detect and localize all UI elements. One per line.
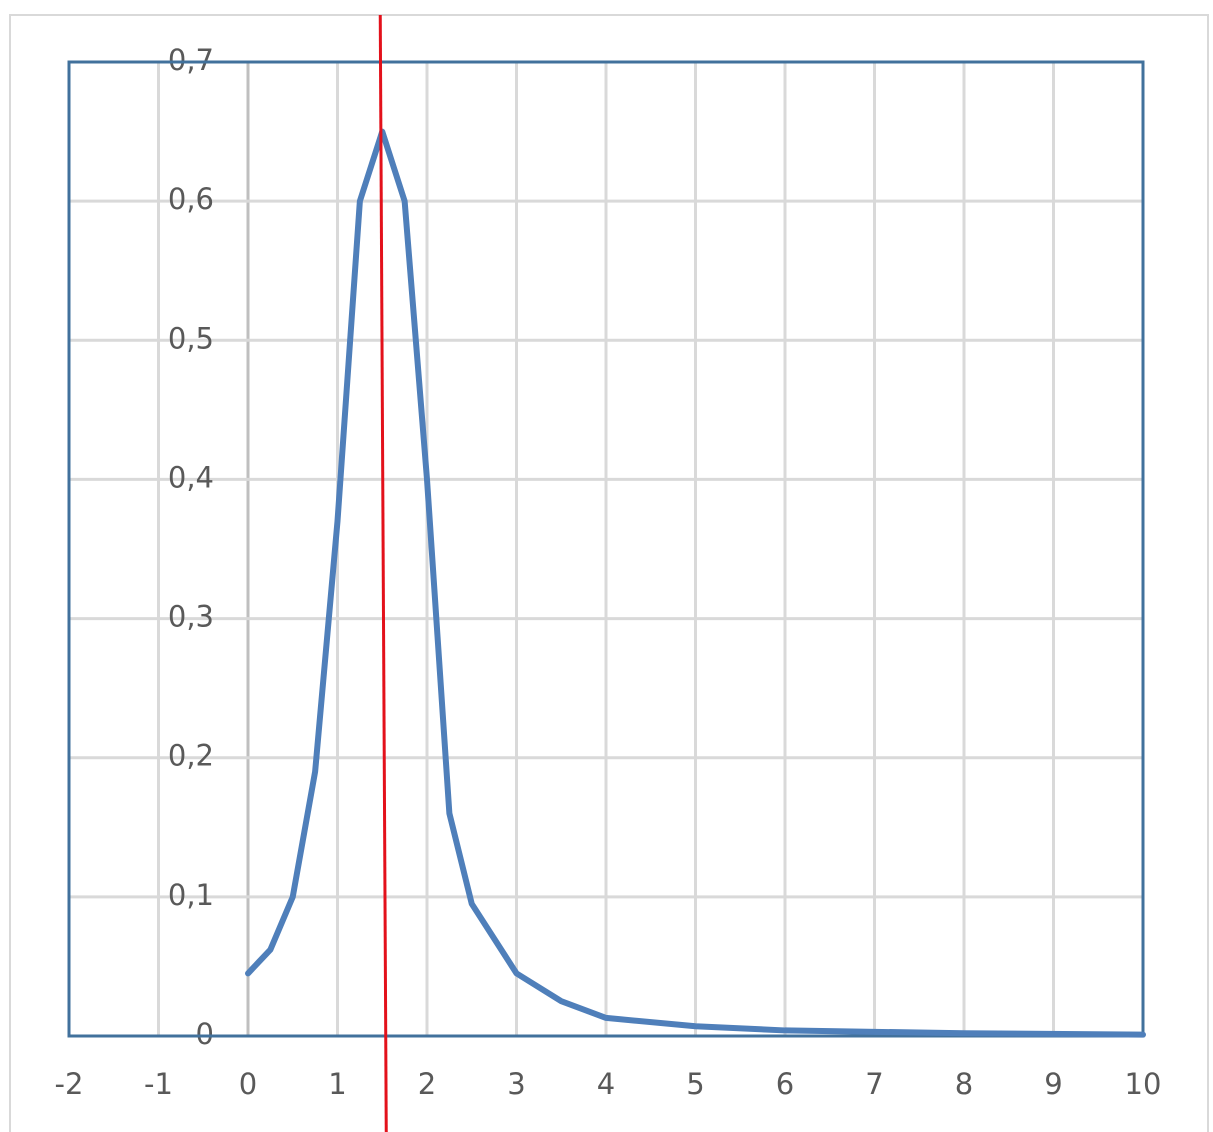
x-tick-label: 10	[1125, 1067, 1162, 1101]
x-tick-label: -2	[55, 1067, 84, 1101]
reference-line	[378, 14, 388, 1132]
y-tick-label: 0,5	[168, 321, 214, 355]
y-tick-label: 0,3	[168, 600, 214, 634]
y-tick-label: 0,1	[168, 878, 214, 912]
y-tick-label: 0,2	[168, 739, 214, 773]
x-tick-label: 6	[776, 1067, 794, 1101]
plot-frame	[67, 60, 1145, 1038]
data-line	[245, 128, 1146, 1038]
x-tick-label: 5	[686, 1067, 704, 1101]
x-tick-label: 7	[865, 1067, 883, 1101]
x-tick-label: 2	[418, 1067, 436, 1101]
y-tick-label: 0,4	[168, 460, 214, 494]
x-tick-label: 4	[597, 1067, 615, 1101]
x-tick-label: 8	[955, 1067, 973, 1101]
x-tick-label: -1	[144, 1067, 173, 1101]
y-tick-label: 0,7	[168, 43, 214, 77]
y-tick-label: 0,6	[168, 182, 214, 216]
x-tick-label: 9	[1044, 1067, 1062, 1101]
x-tick-label: 0	[239, 1067, 257, 1101]
x-tick-label: 1	[328, 1067, 346, 1101]
x-tick-label: 3	[507, 1067, 525, 1101]
y-tick-label: 0	[196, 1017, 214, 1051]
